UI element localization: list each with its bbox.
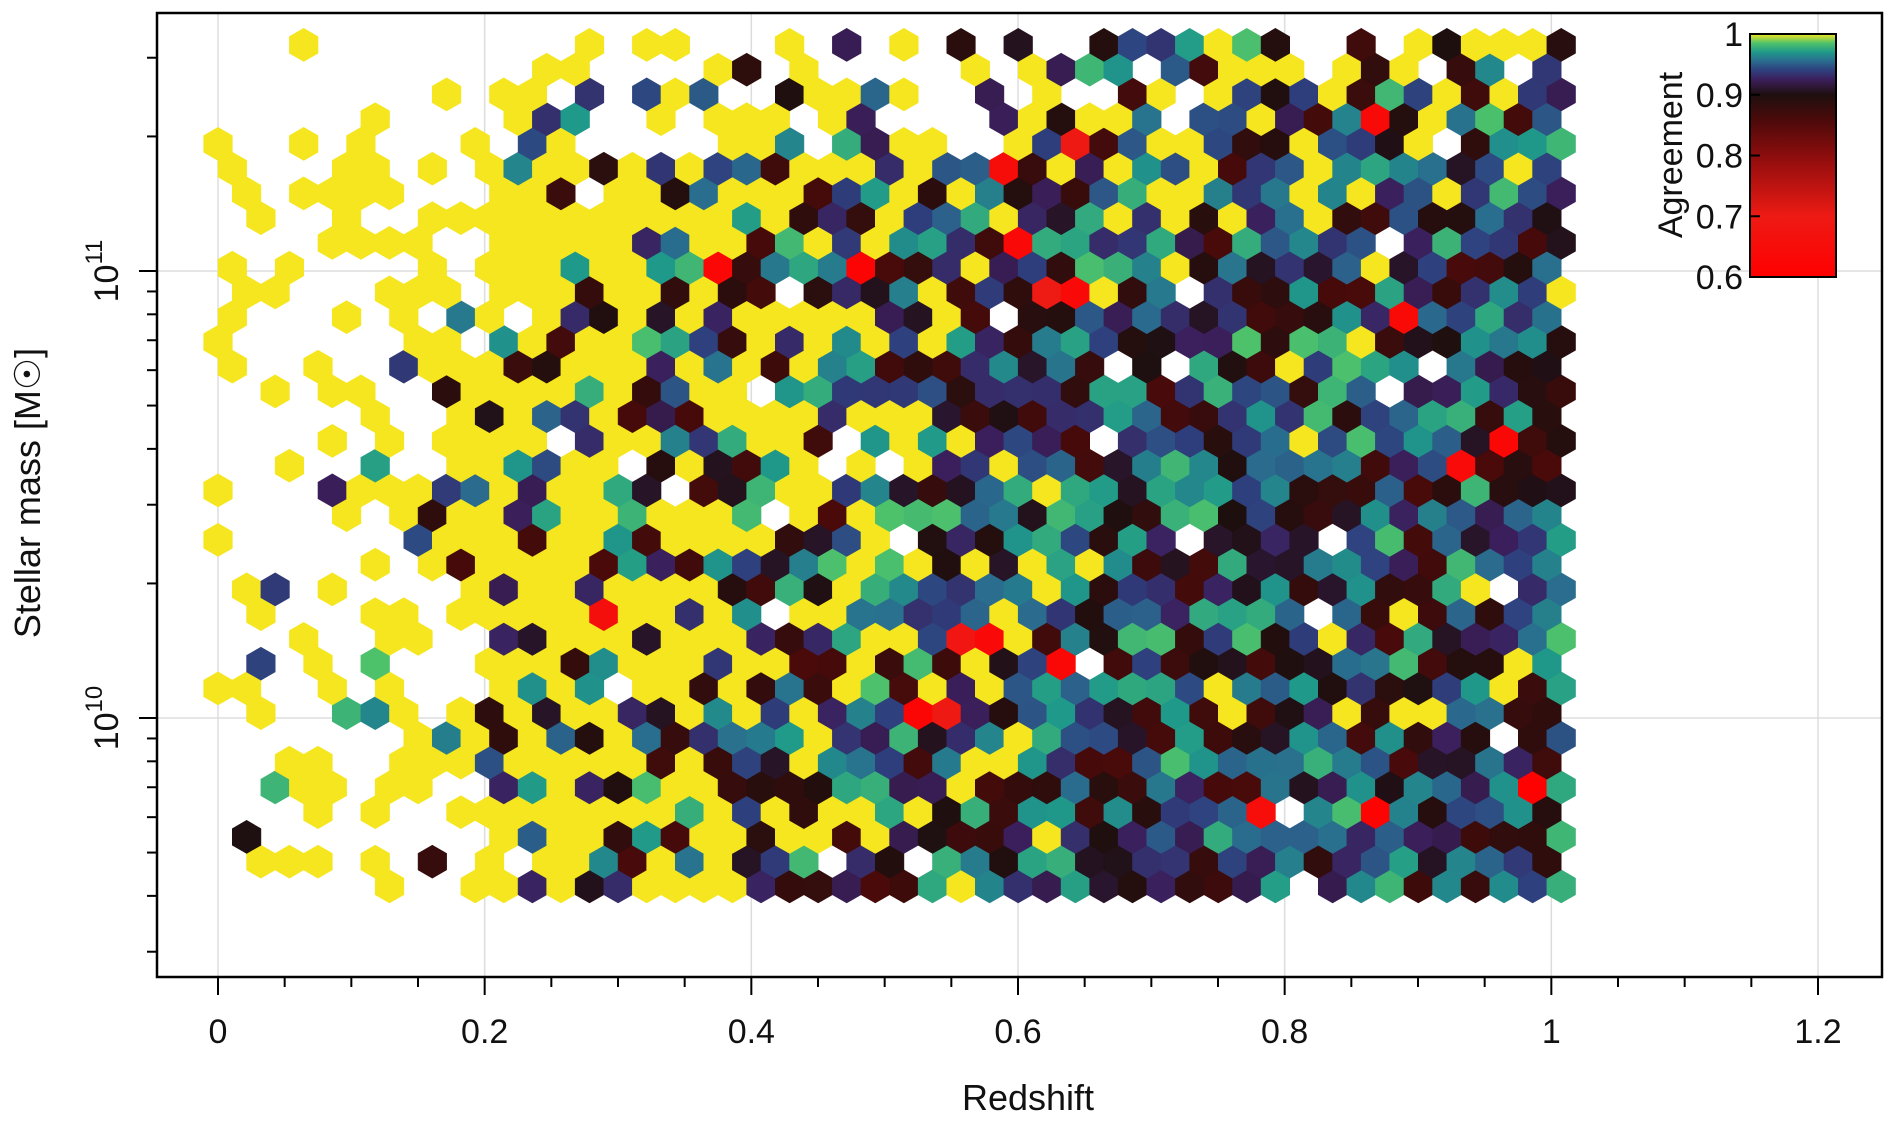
hex-cell [574, 28, 605, 62]
x-tick-label: 0 [209, 1013, 228, 1051]
hex-cell [660, 28, 690, 62]
colorbar-tick-label: 0.9 [1696, 77, 1743, 115]
colorbar-gradient [1749, 33, 1837, 278]
hex-cell [289, 28, 319, 62]
hex-cell [1260, 28, 1290, 62]
hex-cell [832, 28, 862, 62]
hex-cell [417, 844, 447, 879]
hex-cell [260, 572, 290, 607]
hex-cell [946, 28, 976, 62]
hex-cell [203, 671, 233, 706]
hex-cell [317, 572, 347, 607]
hex-cell [460, 127, 490, 161]
y-tick-label: 1010 [81, 686, 126, 751]
hex-cell [360, 102, 390, 137]
hex-cell [1346, 28, 1376, 62]
y-tick-label: 1011 [81, 240, 126, 303]
hex-cell [889, 28, 919, 62]
hex-cell [1003, 28, 1033, 62]
hexbin-cells [203, 28, 1576, 904]
hex-cell [889, 77, 919, 112]
x-tick-label: 0.8 [1261, 1013, 1308, 1051]
hex-cell [303, 745, 333, 780]
hex-cell [317, 424, 347, 458]
hex-cell [417, 151, 447, 186]
hex-cell [431, 77, 462, 112]
hex-cell [289, 127, 319, 161]
y-axis-title: Stellar mass [M☉] [7, 348, 48, 638]
hex-cell [446, 201, 476, 236]
colorbar: 1 0.9 0.8 0.7 0.6 Agreement [1652, 16, 1837, 297]
hex-cell [303, 844, 333, 879]
x-tick-label: 1 [1542, 1013, 1561, 1051]
svg-text:1011: 1011 [81, 240, 126, 303]
hex-cell [732, 52, 762, 87]
hex-cell [203, 127, 233, 161]
colorbar-ticks: 1 0.9 0.8 0.7 0.6 [1696, 16, 1760, 297]
hex-cell [203, 523, 233, 557]
hex-cell [360, 547, 390, 582]
svg-text:1010: 1010 [81, 686, 126, 751]
hex-cell [217, 250, 247, 285]
colorbar-tick-label: 0.7 [1696, 198, 1743, 236]
hex-cell [289, 622, 319, 656]
hex-cell [389, 597, 419, 632]
x-axis-title: Redshift [962, 1077, 1094, 1118]
hex-cell [274, 448, 305, 483]
plot-frame [155, 11, 1884, 979]
x-tick-label: 0.4 [728, 1013, 775, 1051]
hex-cell [246, 646, 276, 681]
hex-cell [774, 28, 805, 62]
hex-cell [346, 374, 376, 409]
hex-cell [446, 795, 476, 830]
hex-cell [274, 844, 305, 879]
hex-cell [303, 349, 333, 384]
y-tick-labels: 1010 1011 [81, 240, 126, 751]
hex-cell [632, 28, 662, 62]
colorbar-tick-label: 0.8 [1696, 138, 1743, 176]
axis-ticks [139, 56, 1819, 995]
colorbar-label: Agreement [1652, 71, 1690, 238]
x-tick-labels: 0 0.2 0.4 0.6 0.8 1 1.2 [209, 1013, 1842, 1051]
hex-cell [331, 300, 362, 335]
colorbar-tick-label: 0.6 [1696, 259, 1743, 297]
hex-cell [203, 473, 233, 508]
x-tick-label: 0.2 [461, 1013, 508, 1051]
x-tick-label: 0.6 [994, 1013, 1041, 1051]
hex-cell [374, 226, 405, 260]
colorbar-tick-label: 1 [1724, 16, 1743, 54]
hex-cell [360, 844, 390, 879]
hex-cell [274, 250, 305, 285]
x-tick-label: 1.2 [1794, 1013, 1841, 1051]
hex-cell [917, 127, 948, 161]
hex-cell [1546, 28, 1576, 62]
hex-cell [232, 820, 262, 854]
hex-cell [289, 176, 319, 211]
hex-cell [260, 374, 290, 409]
